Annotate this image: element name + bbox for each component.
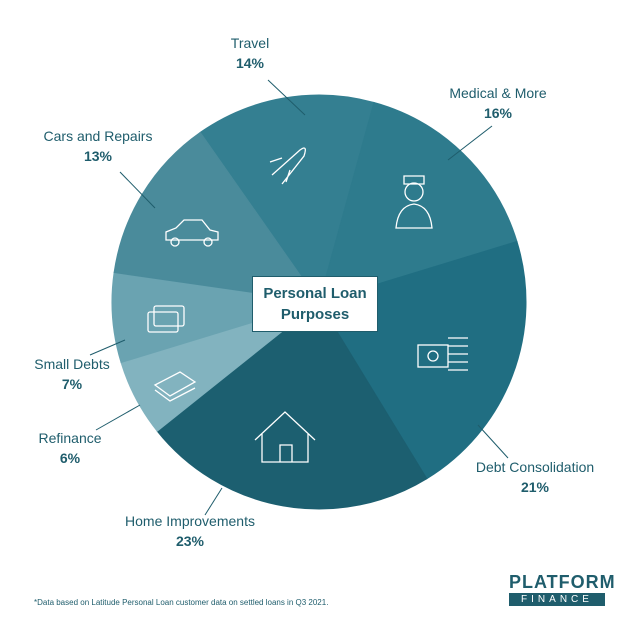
icon-coin: [427, 350, 439, 362]
icon-wheel: [203, 237, 213, 247]
pie-slice: [318, 101, 518, 303]
icon-notes: [153, 371, 197, 402]
icon-card: [153, 305, 185, 327]
value-label: 21%: [521, 479, 550, 495]
value-label: 6%: [60, 450, 81, 466]
icon-cash: [417, 344, 449, 368]
leader-line: [267, 79, 306, 116]
value-label: 14%: [236, 55, 265, 71]
icon-stack: [448, 337, 468, 371]
icon-wheel: [170, 237, 180, 247]
slice-label: Debt Consolidation: [476, 459, 594, 475]
slice-label: Refinance: [38, 430, 101, 446]
value-label: 7%: [62, 376, 83, 392]
logo-sub: FINANCE: [509, 593, 605, 606]
logo: PLATFORM FINANCE: [509, 572, 616, 606]
icon-body: [395, 175, 433, 229]
pie-slice: [156, 301, 428, 510]
icon-card: [147, 311, 179, 333]
chart-title: Personal Loan Purposes: [252, 276, 378, 332]
leader-line: [119, 171, 156, 209]
pie-slice: [113, 131, 321, 303]
slice-label: Small Debts: [34, 356, 109, 372]
slice-label: Cars and Repairs: [44, 128, 153, 144]
leader-line: [89, 339, 126, 356]
slice-label: Home Improvements: [125, 513, 255, 529]
leader-line: [477, 424, 509, 459]
pie-slice: [199, 94, 375, 304]
icons: [147, 147, 468, 463]
footnote: *Data based on Latitude Personal Loan cu…: [34, 598, 329, 607]
value-label: 13%: [84, 148, 113, 164]
value-label: 16%: [484, 105, 513, 121]
icon-car: [165, 219, 219, 241]
leader-line: [95, 404, 141, 431]
slice-label: Travel: [231, 35, 269, 51]
leader-line: [447, 125, 493, 161]
icon-head: [404, 182, 424, 202]
value-label: 23%: [176, 533, 205, 549]
icon-house: [254, 411, 316, 463]
slice-label: Medical & More: [449, 85, 546, 101]
logo-name: PLATFORM: [509, 572, 616, 592]
icon-plane: [269, 147, 306, 185]
leader-line: [204, 487, 223, 516]
